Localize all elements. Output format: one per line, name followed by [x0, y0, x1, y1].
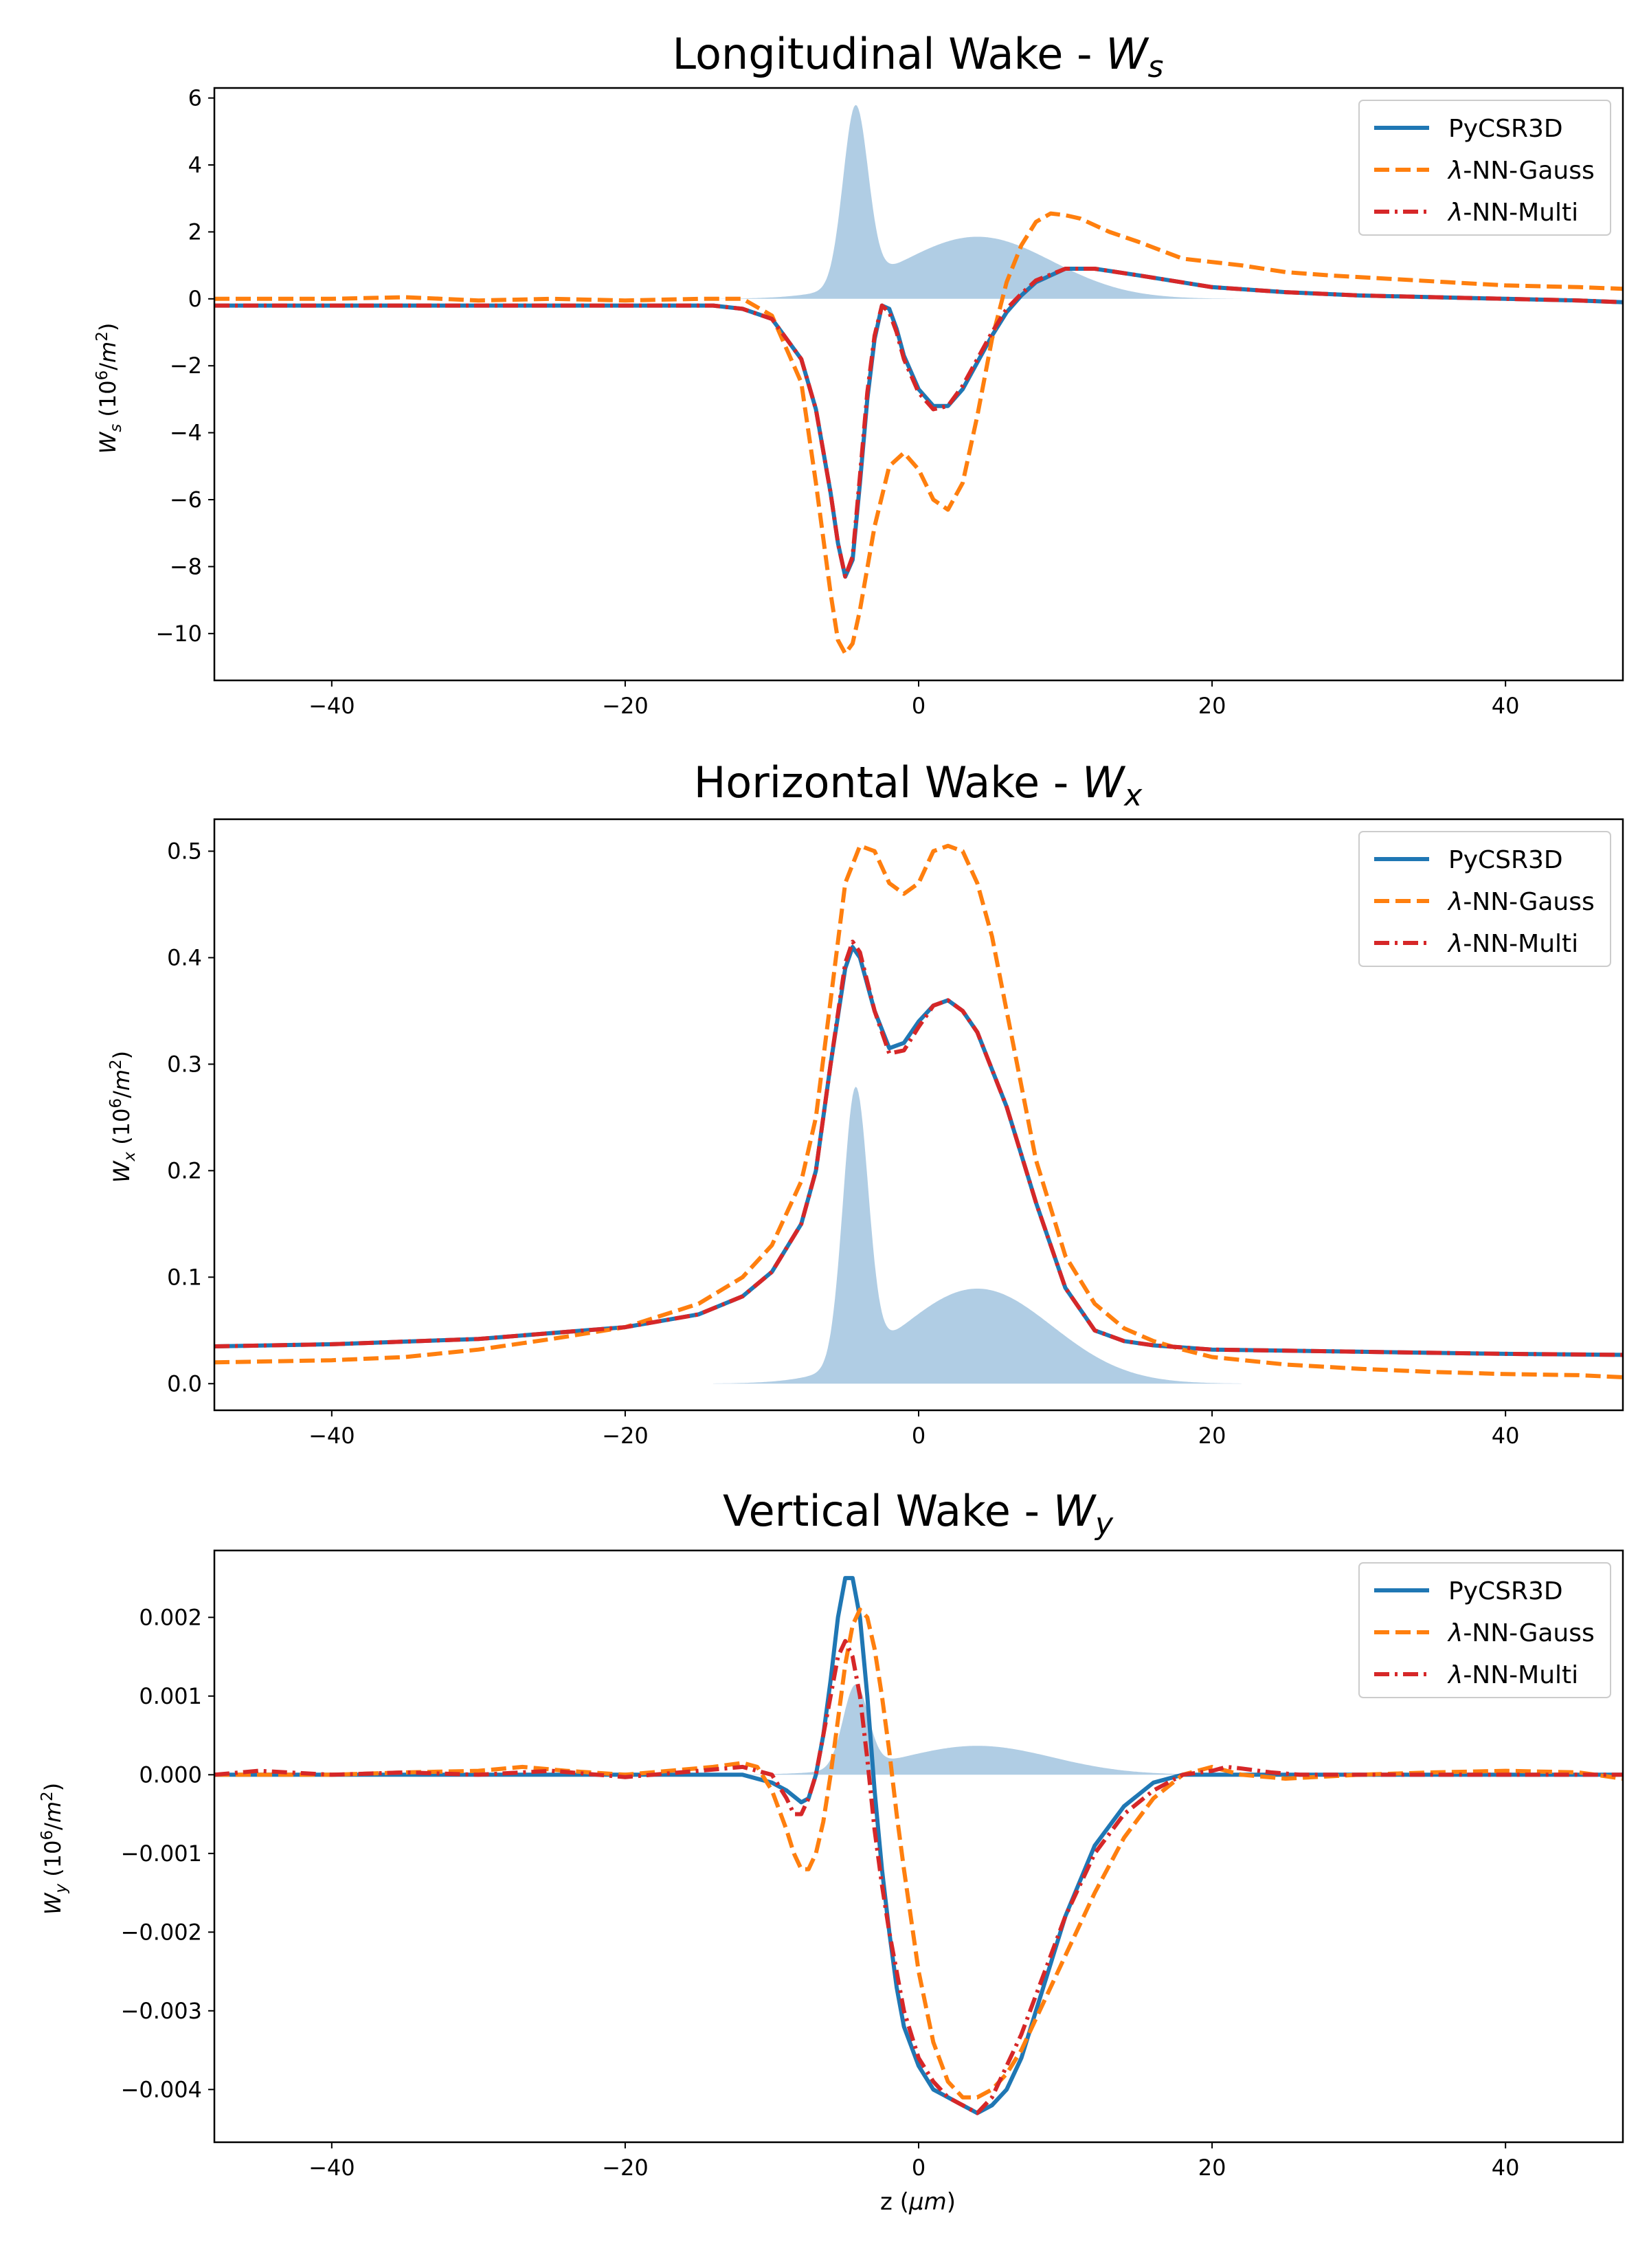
y-tick-label: −10 — [155, 621, 202, 647]
chart-title: Vertical Wake - Wy — [723, 1486, 1114, 1542]
legend-label: λ-NN-Gauss — [1447, 888, 1595, 916]
chart-title: Horizontal Wake - Wx — [694, 757, 1143, 813]
y-tick-label: 0.002 — [139, 1604, 202, 1630]
legend-label: λ-NN-Gauss — [1447, 157, 1595, 185]
x-tick-label: 20 — [1198, 2155, 1226, 2181]
legend-label: λ-NN-Multi — [1447, 1661, 1578, 1689]
legend: PyCSR3D λ-NN-Gauss λ-NN-Multi — [1358, 1562, 1611, 1698]
x-tick-label: 20 — [1198, 1423, 1226, 1449]
x-tick-label: −20 — [602, 1423, 649, 1449]
legend-label: λ-NN-Gauss — [1447, 1619, 1595, 1647]
legend-box — [1358, 100, 1611, 236]
x-tick-label: 0 — [912, 2155, 926, 2181]
y-tick-label: 2 — [188, 219, 202, 245]
horizontal-wake-chart: Horizontal Wake - Wx Wx (106/m2) −40 −20 0… — [107, 757, 1624, 1449]
x-tick-label: −40 — [309, 2155, 355, 2181]
y-tick-label: 0.5 — [167, 838, 202, 864]
legend: PyCSR3D λ-NN-Gauss λ-NN-Multi — [1358, 100, 1611, 236]
series-line--nn-gauss — [214, 1607, 1623, 2100]
y-tick-label: 0.1 — [167, 1264, 202, 1290]
legend-label: PyCSR3D — [1448, 846, 1563, 874]
series-line--nn-multi — [214, 940, 1623, 1357]
vertical-wake-chart: Vertical Wake - Wy Wy (106/m2) z (μm) −4… — [38, 1486, 1624, 2216]
series-line--nn-multi — [214, 267, 1623, 579]
y-tick-label: −8 — [170, 553, 202, 579]
x-tick-label: −40 — [309, 1423, 355, 1449]
y-axis-label: Ws (106/m2) — [93, 323, 125, 454]
chart-title: Longitudinal Wake - Ws — [673, 29, 1164, 85]
y-axis-label: Wx (106/m2) — [107, 1051, 139, 1183]
x-axis-label: z (μm) — [880, 2188, 956, 2216]
y-tick-label: 6 — [188, 85, 202, 111]
y-tick-label: 0.4 — [167, 944, 202, 970]
series-line--nn-gauss — [214, 843, 1623, 1379]
x-tick-label: −20 — [602, 2155, 649, 2181]
legend-label: λ-NN-Multi — [1447, 930, 1578, 958]
y-axis-label: Wy (106/m2) — [38, 1783, 70, 1915]
x-tick-label: 0 — [912, 1423, 926, 1449]
series-line-pycsr3d — [214, 1576, 1623, 2115]
x-tick-label: 20 — [1198, 693, 1226, 719]
y-tick-label: −0.004 — [121, 2076, 202, 2102]
longitudinal-wake-chart: Longitudinal Wake - Ws Ws (106/m2) −40 −2… — [93, 29, 1624, 719]
legend-label: PyCSR3D — [1448, 1577, 1563, 1605]
series-line--nn-multi — [214, 1638, 1623, 2115]
y-tick-label: 0.3 — [167, 1051, 202, 1077]
x-tick-label: −20 — [602, 693, 649, 719]
bunch-profile-area — [713, 1087, 1242, 1384]
y-tick-label: −6 — [170, 487, 202, 513]
x-tick-label: −40 — [309, 693, 355, 719]
y-tick-label: 0.001 — [139, 1683, 202, 1709]
series-line--nn-gauss — [214, 211, 1623, 656]
legend: PyCSR3D λ-NN-Gauss λ-NN-Multi — [1358, 831, 1611, 967]
y-tick-label: 0 — [188, 286, 202, 312]
y-tick-label: −0.003 — [121, 1998, 202, 2024]
x-tick-label: 40 — [1492, 1423, 1520, 1449]
y-tick-label: −0.002 — [121, 1919, 202, 1945]
y-tick-label: 4 — [188, 152, 202, 178]
y-tick-label: 0.0 — [167, 1370, 202, 1397]
legend-label: λ-NN-Multi — [1447, 199, 1578, 227]
y-tick-label: 0.2 — [167, 1157, 202, 1183]
x-tick-label: 40 — [1492, 2155, 1520, 2181]
bunch-profile-area — [713, 104, 1242, 299]
legend-box — [1358, 831, 1611, 967]
legend-label: PyCSR3D — [1448, 115, 1563, 143]
x-tick-label: 0 — [912, 693, 926, 719]
y-tick-label: −2 — [170, 353, 202, 379]
bunch-profile-area — [713, 1684, 1242, 1775]
legend-box — [1358, 1562, 1611, 1698]
y-tick-label: −4 — [170, 420, 202, 446]
y-tick-label: −0.001 — [121, 1841, 202, 1867]
y-tick-label: 0.000 — [139, 1761, 202, 1788]
x-tick-label: 40 — [1492, 693, 1520, 719]
